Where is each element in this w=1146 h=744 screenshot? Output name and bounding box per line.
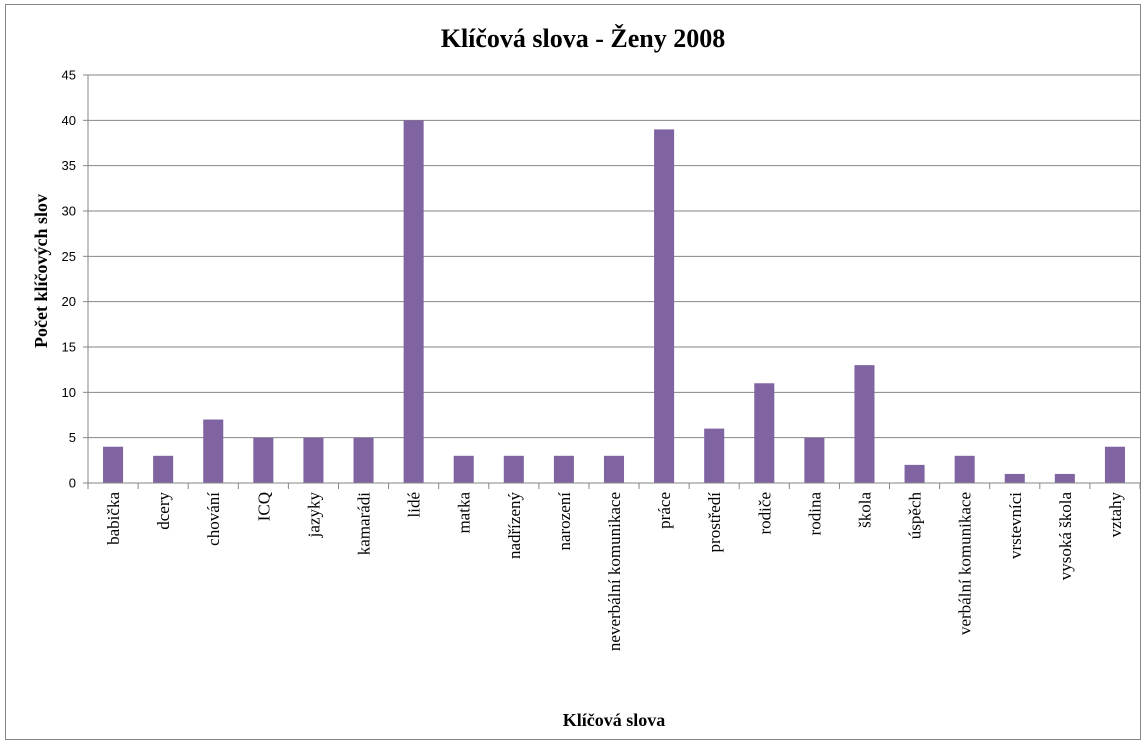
y-axis-title: Počet klíčových slov bbox=[31, 194, 51, 348]
y-tick-label: 35 bbox=[62, 158, 76, 173]
bar bbox=[1054, 473, 1075, 483]
bar bbox=[303, 437, 324, 483]
x-tick-label: vysoká škola bbox=[1056, 492, 1075, 581]
x-tick-label: verbální komunikace bbox=[956, 492, 975, 635]
x-axis-title: Klíčová slova bbox=[563, 710, 666, 730]
x-tick-label: babička bbox=[104, 492, 123, 545]
gridlines bbox=[88, 74, 1140, 439]
x-tick-label: vztahy bbox=[1106, 492, 1125, 538]
y-tick-label: 20 bbox=[62, 294, 76, 309]
x-axis-ticks: babička dcery chování ICQ jazyky kamarádi lidé… bbox=[87, 483, 1141, 651]
bar bbox=[353, 437, 374, 483]
y-tick-label: 10 bbox=[62, 385, 76, 400]
chart-frame bbox=[5, 4, 1141, 740]
y-axis-ticks: 0 5 10 15 20 25 30 35 40 45 bbox=[62, 68, 88, 491]
bar bbox=[654, 129, 675, 483]
bar bbox=[153, 455, 174, 483]
y-tick-label: 30 bbox=[62, 204, 76, 219]
x-tick-label: prostředí bbox=[705, 492, 724, 553]
bar bbox=[1104, 446, 1125, 483]
bar bbox=[503, 455, 524, 483]
bar bbox=[253, 437, 274, 483]
x-tick-label: škola bbox=[855, 492, 874, 528]
bar bbox=[704, 428, 725, 483]
x-tick-label: neverbální komunikace bbox=[605, 492, 624, 651]
y-tick-label: 40 bbox=[62, 113, 76, 128]
chart-title: Klíčová slova - Ženy 2008 bbox=[441, 24, 726, 53]
x-tick-label: nadřízený bbox=[505, 492, 524, 560]
bar bbox=[904, 464, 925, 483]
x-tick-label: úspěch bbox=[906, 492, 925, 540]
x-tick-label: jazyky bbox=[304, 492, 323, 539]
y-tick-label: 25 bbox=[62, 249, 76, 264]
x-tick-label: chování bbox=[204, 492, 223, 546]
y-tick-label: 15 bbox=[62, 340, 76, 355]
x-tick-label: rodina bbox=[805, 492, 824, 536]
bar bbox=[553, 455, 574, 483]
bar bbox=[954, 455, 975, 483]
bar bbox=[103, 446, 124, 483]
x-tick-label: vrstevníci bbox=[1006, 492, 1025, 559]
x-tick-label: kamarádi bbox=[355, 492, 374, 556]
x-tick-label: ICQ bbox=[254, 492, 273, 521]
y-tick-label: 0 bbox=[69, 476, 76, 491]
x-tick-label: lidé bbox=[405, 492, 424, 518]
bar bbox=[203, 419, 224, 483]
bar bbox=[754, 383, 775, 483]
bar bbox=[453, 455, 474, 483]
x-tick-label: dcery bbox=[154, 492, 173, 530]
bar bbox=[854, 365, 875, 483]
bar bbox=[603, 455, 625, 483]
bar bbox=[804, 437, 825, 483]
bars bbox=[103, 120, 1125, 483]
y-tick-label: 45 bbox=[62, 68, 76, 83]
y-tick-label: 5 bbox=[69, 430, 76, 445]
bar bbox=[1004, 473, 1025, 483]
bar bbox=[403, 120, 424, 483]
x-tick-label: narození bbox=[555, 492, 574, 551]
x-tick-label: práce bbox=[655, 492, 674, 529]
x-tick-label: matka bbox=[455, 492, 474, 534]
x-tick-label: rodiče bbox=[755, 492, 774, 534]
